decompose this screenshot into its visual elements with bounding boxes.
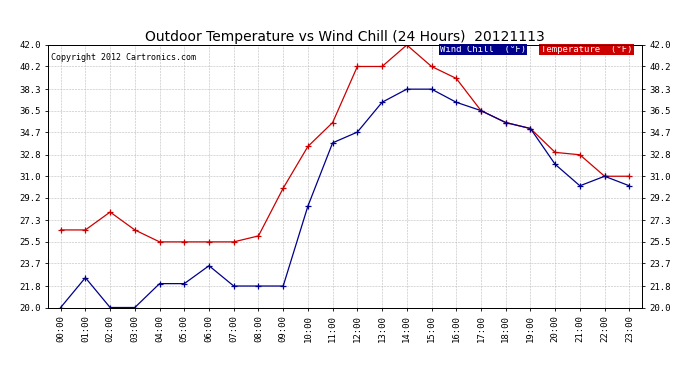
Title: Outdoor Temperature vs Wind Chill (24 Hours)  20121113: Outdoor Temperature vs Wind Chill (24 Ho…: [145, 30, 545, 44]
Text: Wind Chill  (°F): Wind Chill (°F): [440, 45, 526, 54]
Text: Temperature  (°F): Temperature (°F): [541, 45, 632, 54]
Text: Copyright 2012 Cartronics.com: Copyright 2012 Cartronics.com: [51, 53, 196, 62]
